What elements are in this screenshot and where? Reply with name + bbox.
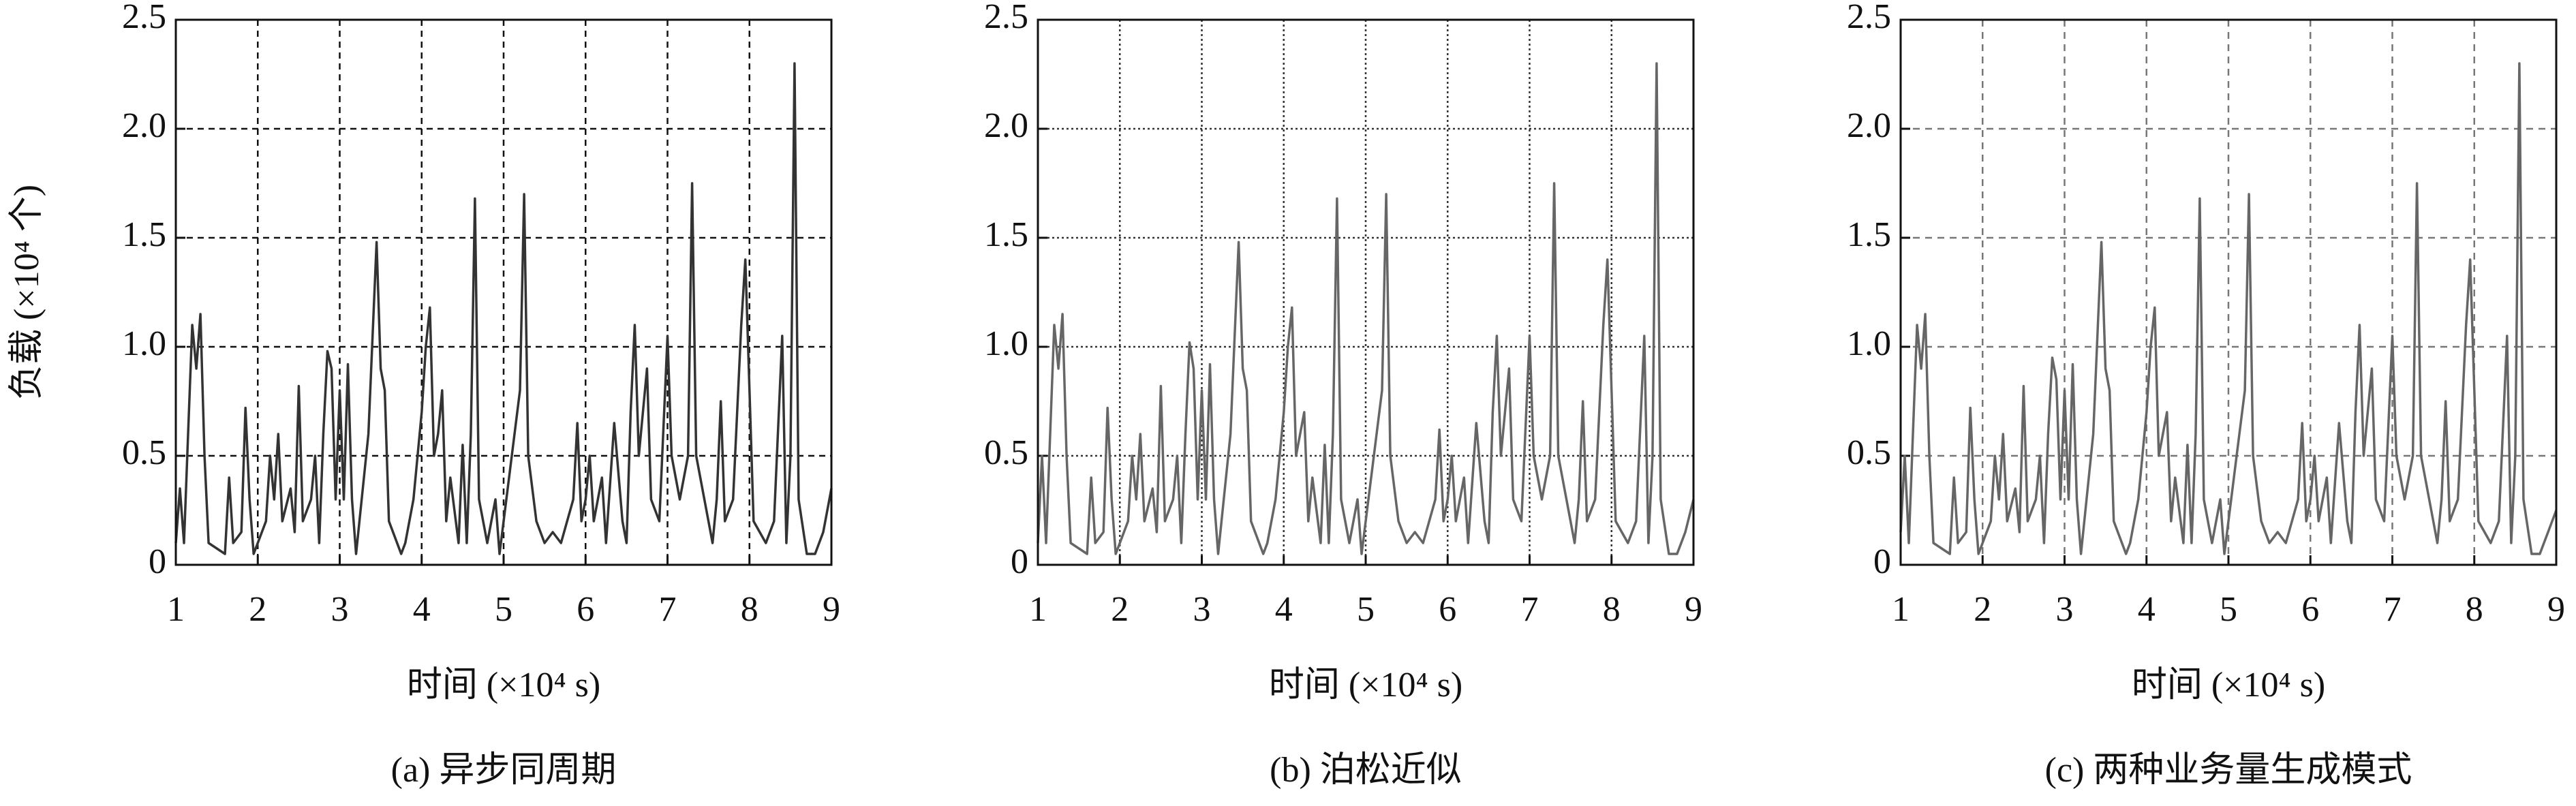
x-tick-label: 2: [1111, 590, 1129, 629]
y-tick-label: 0: [1873, 542, 1891, 581]
x-tick-label: 4: [2138, 590, 2156, 629]
y-axis-label: 负载 (×10⁴ 个): [7, 185, 46, 400]
x-axis-label: 时间 (×10⁴ s): [2132, 666, 2325, 704]
y-tick-label: 0: [1011, 542, 1028, 581]
y-tick-label: 1.5: [984, 215, 1028, 254]
x-tick-label: 7: [1521, 590, 1539, 629]
y-tick-label: 1.0: [122, 324, 166, 363]
x-tick-label: 5: [2220, 590, 2237, 629]
plot-frame: [1899, 18, 2558, 566]
y-tick-label: 2.5: [122, 0, 166, 36]
y-tick-label: 2.5: [984, 0, 1028, 36]
x-tick-label: 7: [2384, 590, 2402, 629]
x-tick-label: 6: [2301, 590, 2319, 629]
y-tick-label: 2.0: [122, 106, 166, 145]
x-axis-label: 时间 (×10⁴ s): [1269, 666, 1462, 704]
y-tick-label: 1.0: [984, 324, 1028, 363]
x-tick-label: 6: [1439, 590, 1456, 629]
y-tick-label: 1.5: [122, 215, 166, 254]
y-tick-label: 1.0: [1847, 324, 1891, 363]
x-tick-label: 5: [495, 590, 512, 629]
load-line: [1899, 62, 2558, 555]
x-tick-label: 1: [167, 590, 185, 629]
x-tick-label: 2: [1974, 590, 1991, 629]
y-tick-label: 0.5: [122, 433, 166, 472]
caption: (a) 异步同周期: [391, 751, 617, 790]
y-tick-label: 1.5: [1847, 215, 1891, 254]
x-tick-label: 3: [1193, 590, 1211, 629]
load-line: [1037, 62, 1695, 555]
x-tick-label: 4: [413, 590, 431, 629]
x-tick-label: 3: [331, 590, 349, 629]
x-tick-label: 8: [741, 590, 758, 629]
caption: (c) 两种业务量生成模式: [2045, 751, 2412, 790]
load-line: [174, 62, 833, 555]
x-tick-label: 6: [577, 590, 594, 629]
plot-frame: [1037, 18, 1695, 566]
x-tick-label: 1: [1892, 590, 1910, 629]
y-tick-label: 0.5: [1847, 433, 1891, 472]
y-tick-label: 0: [149, 542, 166, 581]
x-tick-label: 8: [1603, 590, 1621, 629]
y-tick-label: 0.5: [984, 433, 1028, 472]
x-tick-label: 9: [2547, 590, 2565, 629]
x-axis-label: 时间 (×10⁴ s): [407, 666, 600, 704]
x-tick-label: 9: [1685, 590, 1702, 629]
x-tick-label: 7: [659, 590, 677, 629]
x-tick-label: 8: [2466, 590, 2483, 629]
caption: (b) 泊松近似: [1270, 751, 1462, 790]
y-tick-label: 2.0: [984, 106, 1028, 145]
x-tick-label: 4: [1275, 590, 1293, 629]
x-tick-label: 9: [823, 590, 840, 629]
x-tick-label: 2: [249, 590, 266, 629]
x-tick-label: 3: [2056, 590, 2074, 629]
x-tick-label: 1: [1029, 590, 1047, 629]
plot-frame: [174, 18, 833, 566]
y-tick-label: 2.0: [1847, 106, 1891, 145]
y-tick-label: 2.5: [1847, 0, 1891, 36]
x-tick-label: 5: [1357, 590, 1375, 629]
